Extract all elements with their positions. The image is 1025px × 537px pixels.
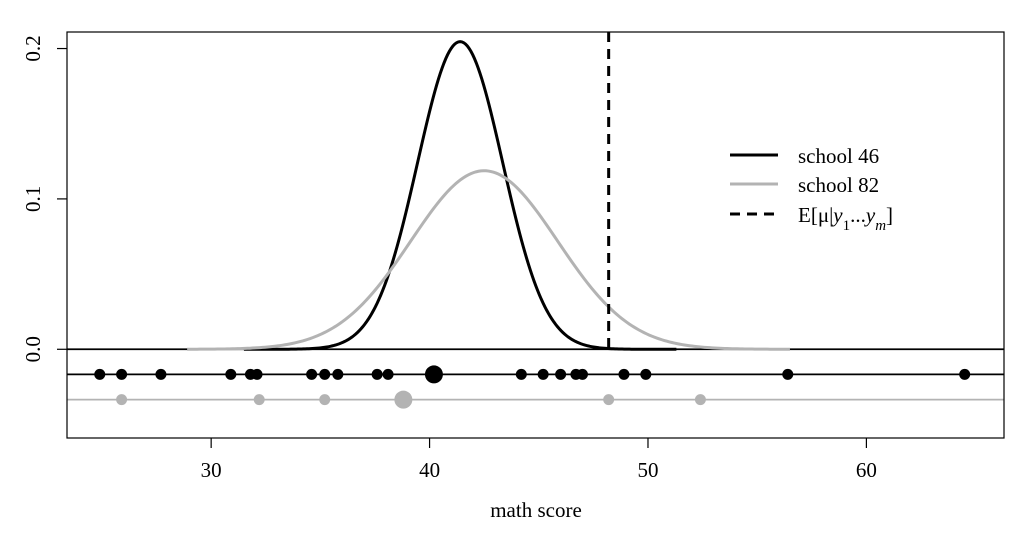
score-point-school-82-1 bbox=[253, 394, 265, 406]
score-point-school-46-16 bbox=[618, 368, 630, 380]
score-point-school-46-13 bbox=[555, 368, 567, 380]
legend: school 46 school 82 E[μ|y1...ym] bbox=[730, 144, 893, 234]
y-tick-label-0: 0.0 bbox=[21, 336, 45, 362]
score-point-school-46-12 bbox=[537, 368, 549, 380]
sample-mean-point-school-82 bbox=[394, 390, 413, 409]
x-tick-label-30: 30 bbox=[201, 458, 222, 482]
legend-label-school-46: school 46 bbox=[798, 144, 879, 168]
score-point-school-46-9 bbox=[371, 368, 383, 380]
x-tick-label-40: 40 bbox=[419, 458, 440, 482]
score-point-school-46-7 bbox=[319, 368, 331, 380]
score-point-school-46-5 bbox=[251, 368, 263, 380]
score-point-school-46-15 bbox=[576, 368, 588, 380]
x-axis: 30 40 50 60 bbox=[201, 438, 877, 482]
score-point-school-46-1 bbox=[116, 368, 128, 380]
score-point-school-82-4 bbox=[694, 394, 706, 406]
x-axis-label: math score bbox=[490, 498, 582, 522]
score-point-school-46-17 bbox=[640, 368, 652, 380]
y-tick-label-1: 0.1 bbox=[21, 186, 45, 212]
score-point-school-46-8 bbox=[332, 368, 344, 380]
score-point-school-82-0 bbox=[116, 394, 128, 406]
x-tick-label-50: 50 bbox=[637, 458, 658, 482]
plot-frame bbox=[66, 31, 1005, 439]
y-tick-label-2: 0.2 bbox=[21, 35, 45, 61]
score-point-school-46-11 bbox=[515, 368, 527, 380]
score-point-school-46-19 bbox=[959, 368, 971, 380]
x-tick-label-60: 60 bbox=[856, 458, 877, 482]
y-axis: 0.0 0.1 0.2 bbox=[21, 35, 67, 362]
plot-points bbox=[94, 365, 971, 409]
sample-mean-point-school-46 bbox=[424, 365, 443, 384]
score-point-school-46-2 bbox=[155, 368, 167, 380]
score-point-school-82-2 bbox=[319, 394, 331, 406]
score-point-school-82-3 bbox=[603, 394, 615, 406]
density-curve-school-46 bbox=[243, 40, 677, 351]
score-point-school-46-6 bbox=[306, 368, 318, 380]
score-point-school-46-10 bbox=[382, 368, 394, 380]
legend-label-posterior-mean: E[μ|y1...ym] bbox=[798, 203, 893, 234]
legend-label-school-82: school 82 bbox=[798, 173, 879, 197]
density-curve-school-82 bbox=[187, 169, 790, 351]
score-point-school-46-0 bbox=[94, 368, 106, 380]
score-point-school-46-3 bbox=[225, 368, 237, 380]
score-point-school-46-18 bbox=[782, 368, 794, 380]
plot-lines bbox=[67, 32, 1004, 401]
